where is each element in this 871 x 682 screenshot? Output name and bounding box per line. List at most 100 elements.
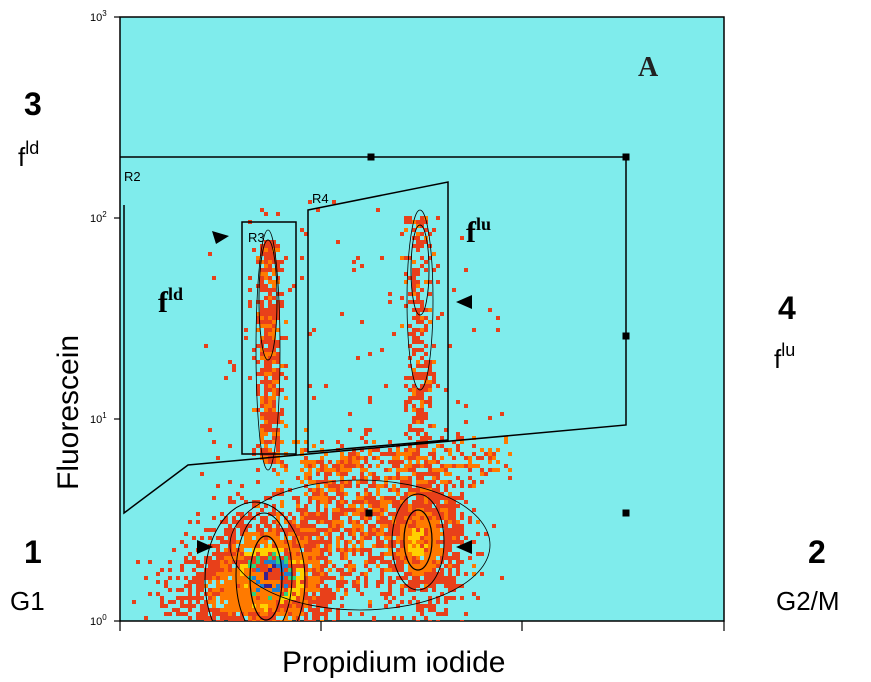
density-cell [372, 508, 376, 512]
density-cell [296, 616, 300, 620]
density-cell [256, 584, 260, 588]
density-cell [284, 572, 288, 576]
density-cell [260, 508, 264, 512]
density-cell [276, 520, 280, 524]
density-cell [260, 412, 264, 416]
density-cell [244, 624, 248, 628]
density-cell [412, 376, 416, 380]
density-cell [236, 568, 240, 572]
density-cell [508, 452, 512, 456]
density-cell [380, 592, 384, 596]
density-cell [332, 564, 336, 568]
density-cell [196, 644, 200, 648]
density-cell [248, 304, 252, 308]
density-cell [428, 580, 432, 584]
density-cell [448, 536, 452, 540]
density-cell [460, 436, 464, 440]
density-cell [276, 292, 280, 296]
density-cell [272, 624, 276, 628]
density-cell [320, 480, 324, 484]
density-cell [352, 532, 356, 536]
density-cell [348, 460, 352, 464]
density-cell [228, 600, 232, 604]
density-cell [312, 596, 316, 600]
density-cell [252, 532, 256, 536]
density-cell [256, 444, 260, 448]
density-cell [216, 556, 220, 560]
density-cell [276, 376, 280, 380]
density-cell [392, 532, 396, 536]
density-cell [416, 244, 420, 248]
density-cell [316, 484, 320, 488]
density-cell [220, 576, 224, 580]
density-cell [364, 492, 368, 496]
density-cell [412, 336, 416, 340]
density-cell [420, 328, 424, 332]
density-cell [384, 452, 388, 456]
density-cell [272, 432, 276, 436]
density-cell [220, 572, 224, 576]
density-cell [336, 468, 340, 472]
density-cell [304, 596, 308, 600]
density-cell [368, 448, 372, 452]
density-cell [416, 416, 420, 420]
density-cell [308, 460, 312, 464]
density-cell [260, 272, 264, 276]
density-cell [240, 568, 244, 572]
density-cell [356, 512, 360, 516]
density-cell [264, 328, 268, 332]
density-cell [452, 556, 456, 560]
density-cell [276, 620, 280, 621]
density-cell [448, 584, 452, 588]
density-cell [268, 612, 272, 616]
density-cell [368, 352, 372, 356]
density-cell [328, 460, 332, 464]
density-cell [388, 512, 392, 516]
density-cell [316, 552, 320, 556]
density-cell [324, 472, 328, 476]
density-cell [280, 632, 284, 636]
density-cell [320, 580, 324, 584]
density-cell [284, 588, 288, 592]
density-cell [456, 528, 460, 532]
density-cell [412, 520, 416, 524]
density-cell [300, 536, 304, 540]
density-cell [416, 576, 420, 580]
density-cell [364, 460, 368, 464]
density-cell [324, 384, 328, 388]
density-cell [396, 560, 400, 564]
density-cell [428, 308, 432, 312]
density-cell [316, 548, 320, 552]
density-cell [316, 568, 320, 572]
density-cell [304, 556, 308, 560]
density-cell [268, 528, 272, 532]
density-cell [312, 480, 316, 484]
density-cell [424, 616, 428, 620]
density-cell [380, 452, 384, 456]
density-cell [464, 536, 468, 540]
density-cell [264, 568, 268, 572]
density-cell [276, 436, 280, 440]
density-cell [396, 472, 400, 476]
density-cell [408, 444, 412, 448]
density-cell [236, 624, 240, 628]
density-cell [276, 304, 280, 308]
density-cell [328, 500, 332, 504]
density-cell [424, 380, 428, 384]
density-cell [428, 512, 432, 516]
density-cell [344, 572, 348, 576]
density-cell [376, 484, 380, 488]
density-cell [408, 584, 412, 588]
density-cell [388, 300, 392, 304]
density-cell [304, 460, 308, 464]
density-cell [300, 516, 304, 520]
density-cell [272, 640, 276, 644]
density-cell [468, 516, 472, 520]
density-cell [340, 572, 344, 576]
density-cell [380, 524, 384, 528]
density-cell [328, 568, 332, 572]
density-cell [452, 536, 456, 540]
density-cell [368, 400, 372, 404]
density-cell [276, 316, 280, 320]
density-cell [416, 376, 420, 380]
